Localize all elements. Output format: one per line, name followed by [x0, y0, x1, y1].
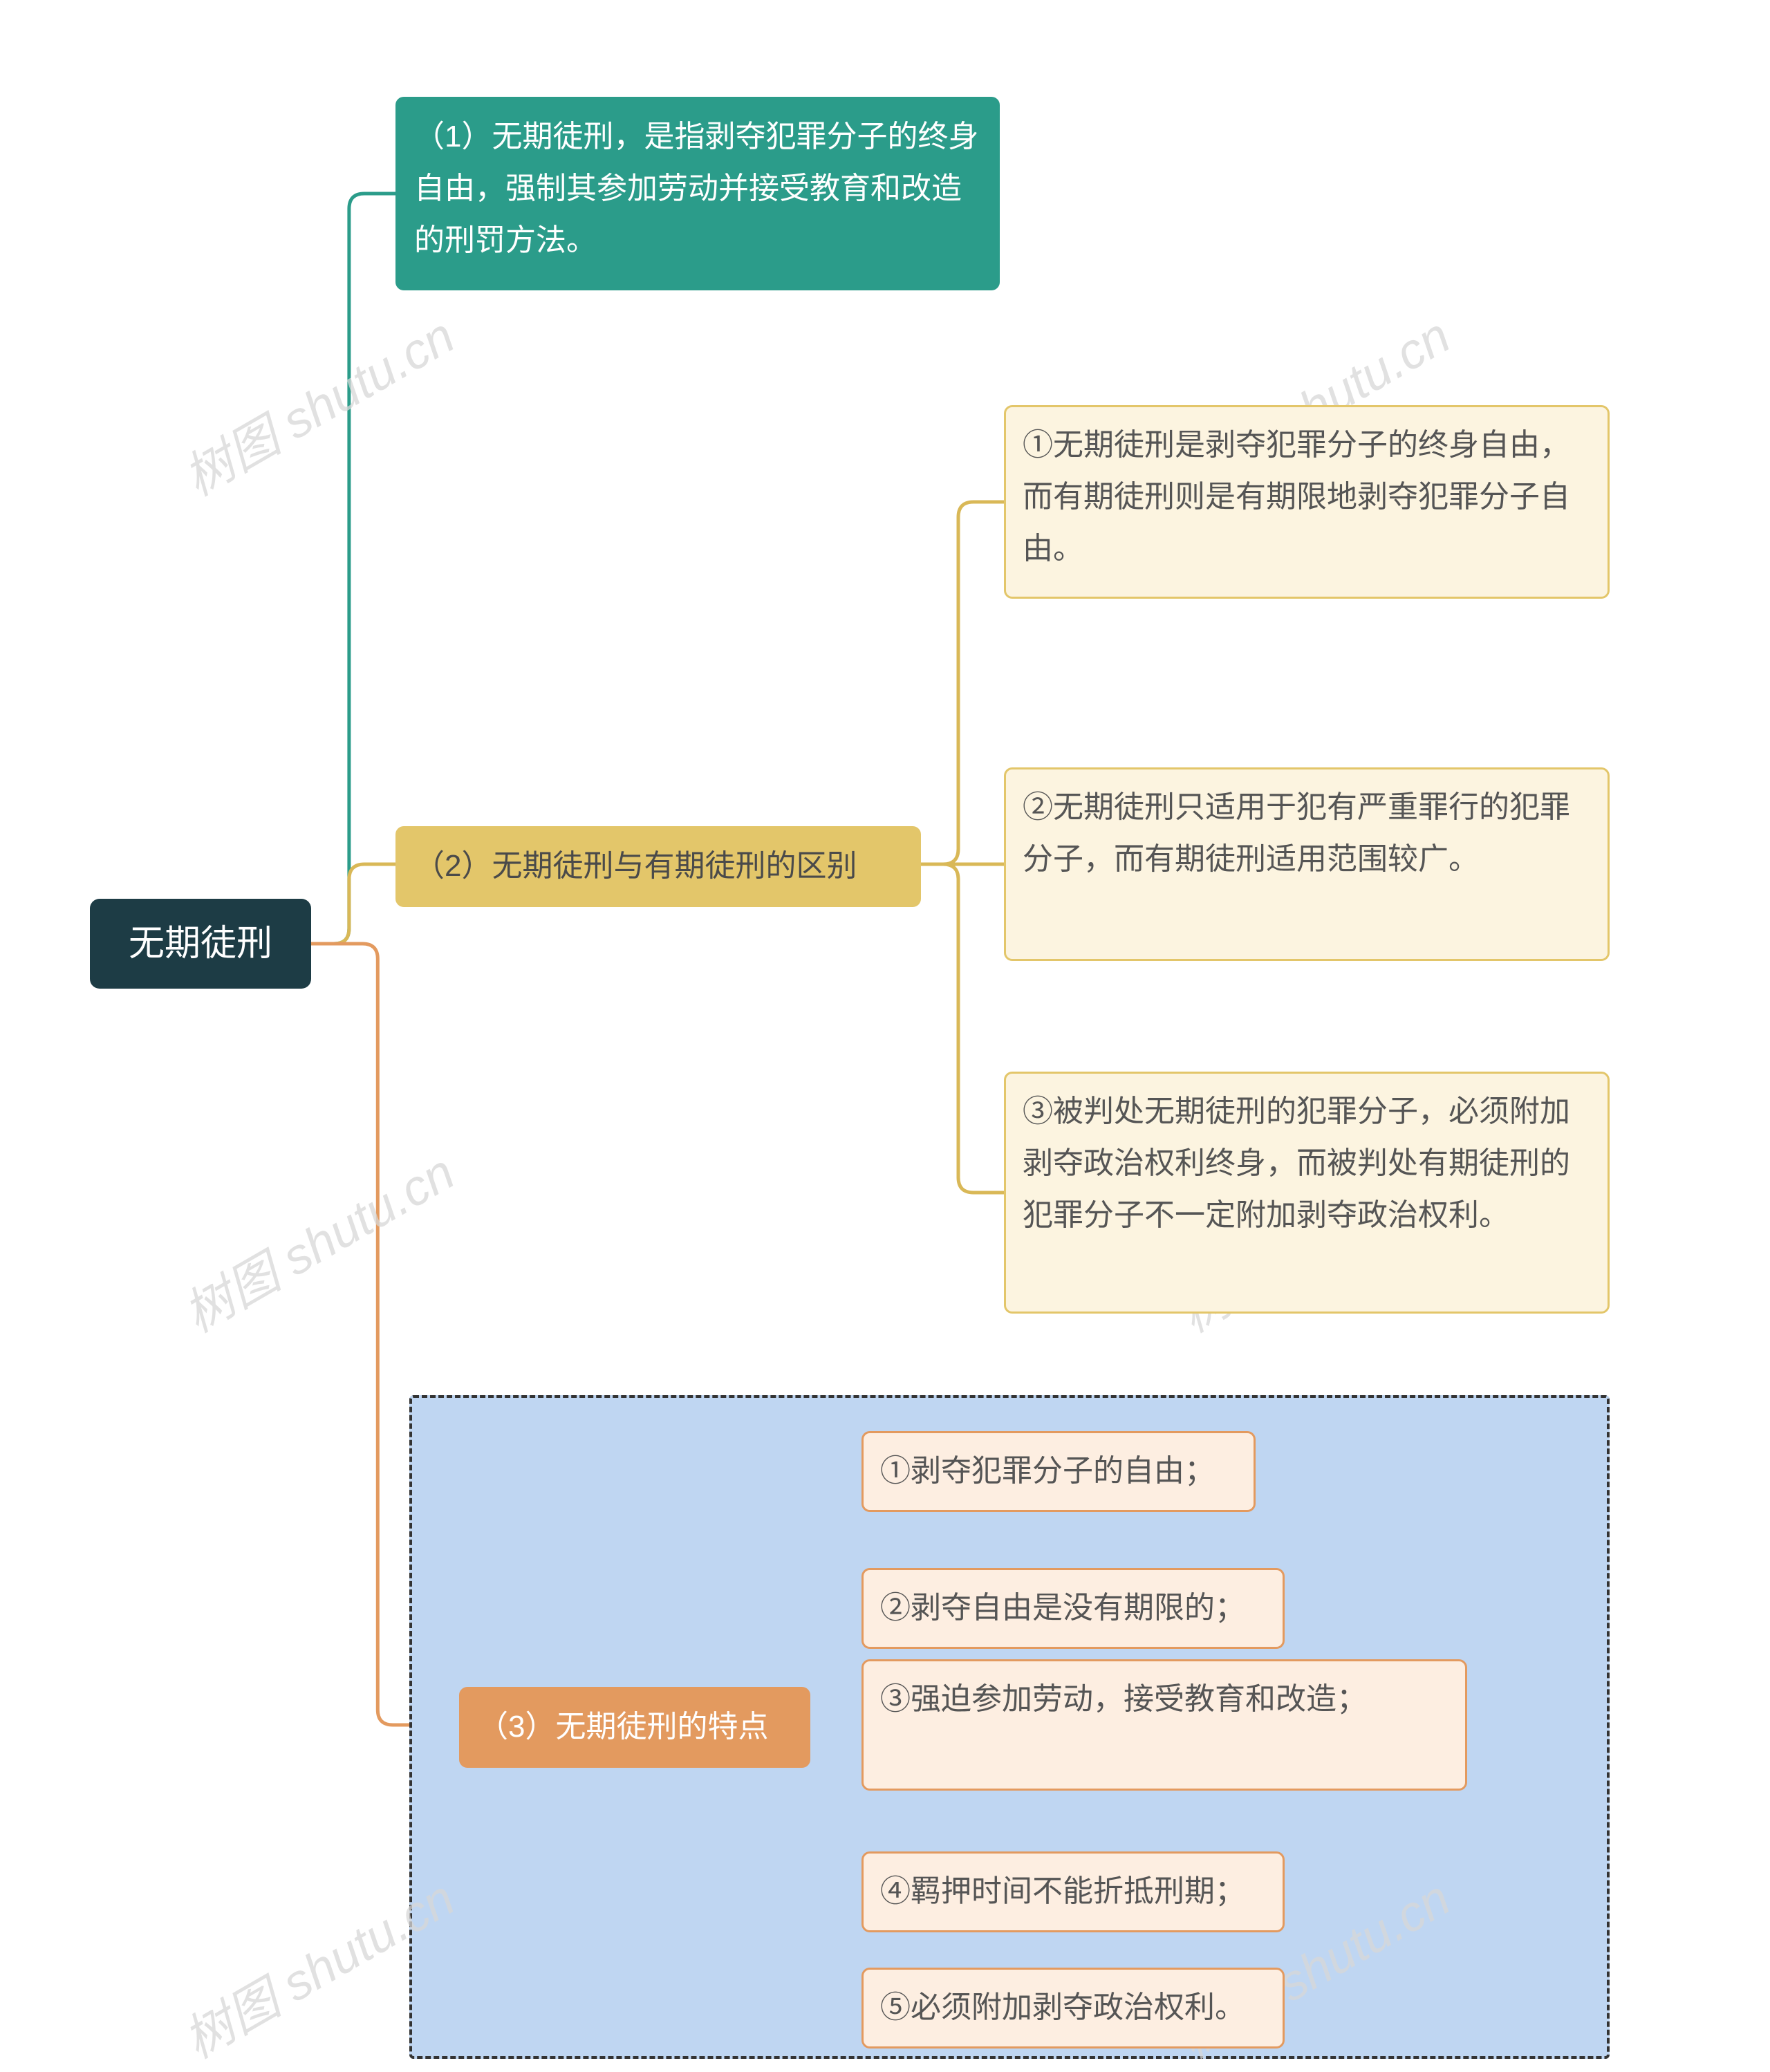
leaf-node[interactable]: ①剥夺犯罪分子的自由；: [861, 1431, 1256, 1512]
leaf-node[interactable]: ②剥夺自由是没有期限的；: [861, 1568, 1285, 1649]
watermark: 树图 shutu.cn: [168, 296, 465, 510]
leaf-node[interactable]: ④羁押时间不能折抵刑期；: [861, 1851, 1285, 1932]
leaf-node[interactable]: ⑤必须附加剥夺政治权利。: [861, 1968, 1285, 2048]
leaf-node[interactable]: ③被判处无期徒刑的犯罪分子，必须附加剥夺政治权利终身，而被判处有期徒刑的犯罪分子…: [1004, 1072, 1610, 1314]
branch-node[interactable]: （2）无期徒刑与有期徒刑的区别: [395, 826, 921, 907]
leaf-node[interactable]: ③强迫参加劳动，接受教育和改造；: [861, 1659, 1467, 1791]
leaf-node[interactable]: ①无期徒刑是剥夺犯罪分子的终身自由，而有期徒刑则是有期限地剥夺犯罪分子自由。: [1004, 405, 1610, 599]
watermark: 树图 shutu.cn: [168, 1132, 465, 1346]
leaf-node[interactable]: ②无期徒刑只适用于犯有严重罪行的犯罪分子，而有期徒刑适用范围较广。: [1004, 767, 1610, 961]
root-node[interactable]: 无期徒刑: [90, 899, 311, 989]
branch-node[interactable]: （1）无期徒刑，是指剥夺犯罪分子的终身自由，强制其参加劳动并接受教育和改造的刑罚…: [395, 97, 1000, 290]
branch-node[interactable]: （3）无期徒刑的特点: [459, 1687, 810, 1768]
